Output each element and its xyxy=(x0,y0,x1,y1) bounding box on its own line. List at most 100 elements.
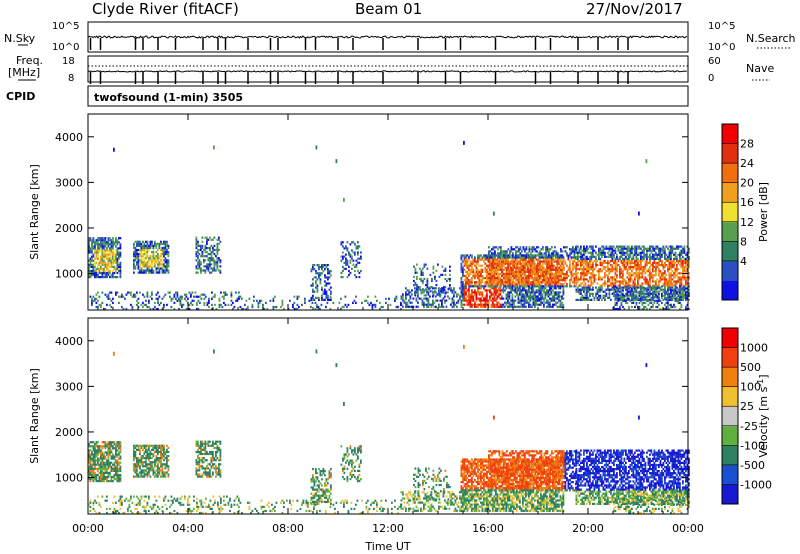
range-gate-cell xyxy=(503,264,505,267)
range-gate-cell xyxy=(592,249,594,252)
range-gate-cell xyxy=(562,289,565,292)
range-gate-cell xyxy=(414,267,417,270)
range-gate-cell xyxy=(607,264,609,267)
range-gate-cell xyxy=(430,303,433,306)
range-gate-cell xyxy=(543,297,545,300)
range-gate-cell xyxy=(239,295,242,298)
range-gate-cell xyxy=(545,285,547,288)
range-gate-cell xyxy=(475,260,478,263)
range-gate-cell xyxy=(95,255,98,258)
range-gate-cell xyxy=(200,271,202,274)
range-gate-cell xyxy=(560,277,562,280)
range-gate-cell xyxy=(590,278,593,281)
range-gate-cell xyxy=(589,257,591,260)
range-gate-cell xyxy=(152,261,155,264)
range-gate-cell xyxy=(210,253,213,256)
range-gate-cell xyxy=(160,263,162,266)
range-gate-cell xyxy=(100,271,102,275)
range-gate-cell xyxy=(560,260,562,263)
range-gate-cell xyxy=(119,243,122,246)
range-gate-cell xyxy=(528,277,530,280)
range-gate-cell xyxy=(469,293,472,296)
range-gate-cell xyxy=(549,254,552,257)
range-gate-cell xyxy=(514,289,517,292)
range-gate-cell xyxy=(631,247,633,250)
range-gate-cell xyxy=(167,259,170,262)
range-gate-cell xyxy=(107,263,110,266)
range-gate-cell xyxy=(586,278,588,281)
range-gate-cell xyxy=(101,274,104,277)
range-gate-cell xyxy=(572,248,574,251)
range-gate-cell xyxy=(495,254,497,257)
range-gate-cell xyxy=(474,291,476,294)
range-gate-cell xyxy=(449,279,451,283)
range-gate-cell xyxy=(632,282,635,285)
range-gate-cell xyxy=(188,291,191,294)
range-gate-cell xyxy=(113,253,116,256)
range-gate-cell xyxy=(653,270,656,273)
range-gate-cell xyxy=(474,293,476,296)
range-gate-cell xyxy=(112,276,114,279)
range-gate-cell xyxy=(91,251,93,254)
range-gate-cell xyxy=(552,274,555,278)
range-gate-cell xyxy=(312,296,314,299)
range-gate-cell xyxy=(95,239,98,242)
range-gate-cell xyxy=(635,295,638,298)
range-gate-cell xyxy=(493,303,496,306)
range-gate-cell xyxy=(103,267,105,270)
range-gate-cell xyxy=(519,305,521,308)
range-gate-cell xyxy=(601,298,603,301)
range-gate-cell xyxy=(524,272,526,276)
range-gate-cell xyxy=(558,268,561,271)
range-gate-cell xyxy=(635,270,638,273)
range-gate-cell xyxy=(555,270,558,273)
range-gate-cell xyxy=(638,294,641,297)
range-gate-cell xyxy=(140,271,143,274)
range-gate-cell xyxy=(534,250,537,253)
range-gate-cell xyxy=(587,288,590,291)
range-gate-cell xyxy=(107,245,110,248)
range-gate-cell xyxy=(528,258,531,261)
range-gate-cell xyxy=(113,276,116,279)
range-gate-cell xyxy=(646,259,648,263)
range-gate-cell xyxy=(581,272,584,275)
range-gate-cell xyxy=(604,290,606,293)
range-gate-cell xyxy=(626,282,629,285)
range-gate-cell xyxy=(608,294,611,297)
range-gate-cell xyxy=(589,288,591,291)
range-gate-cell xyxy=(495,289,497,292)
range-gate-cell xyxy=(230,295,233,298)
range-gate-cell xyxy=(529,303,532,306)
range-gate-cell xyxy=(613,259,615,263)
range-gate-cell xyxy=(553,297,556,300)
range-gate-cell xyxy=(592,253,594,256)
range-gate-cell xyxy=(619,295,621,298)
range-gate-cell xyxy=(435,305,437,308)
range-gate-cell xyxy=(463,287,466,290)
range-gate-cell xyxy=(510,283,513,286)
range-gate-cell xyxy=(649,290,651,293)
range-gate-cell xyxy=(610,259,612,263)
range-gate-cell xyxy=(537,285,539,288)
range-gate-cell xyxy=(543,281,546,284)
range-gate-cell xyxy=(498,283,501,286)
range-gate-cell xyxy=(632,257,635,260)
range-gate-cell xyxy=(664,272,666,275)
range-gate-cell xyxy=(435,269,438,272)
range-gate-cell xyxy=(553,293,556,296)
range-gate-cell xyxy=(541,260,544,263)
range-gate-cell xyxy=(216,261,219,264)
range-gate-cell xyxy=(583,259,585,263)
range-gate-cell xyxy=(423,289,425,292)
range-gate-cell xyxy=(589,266,591,269)
range-gate-cell xyxy=(559,303,562,306)
range-gate-cell xyxy=(492,268,494,271)
range-gate-cell xyxy=(670,259,672,263)
range-gate-cell xyxy=(688,259,690,263)
range-gate-cell xyxy=(321,272,323,275)
range-gate-cell xyxy=(166,269,168,272)
range-gate-cell xyxy=(634,287,636,290)
range-gate-cell xyxy=(88,245,90,248)
range-gate-cell xyxy=(371,303,374,306)
